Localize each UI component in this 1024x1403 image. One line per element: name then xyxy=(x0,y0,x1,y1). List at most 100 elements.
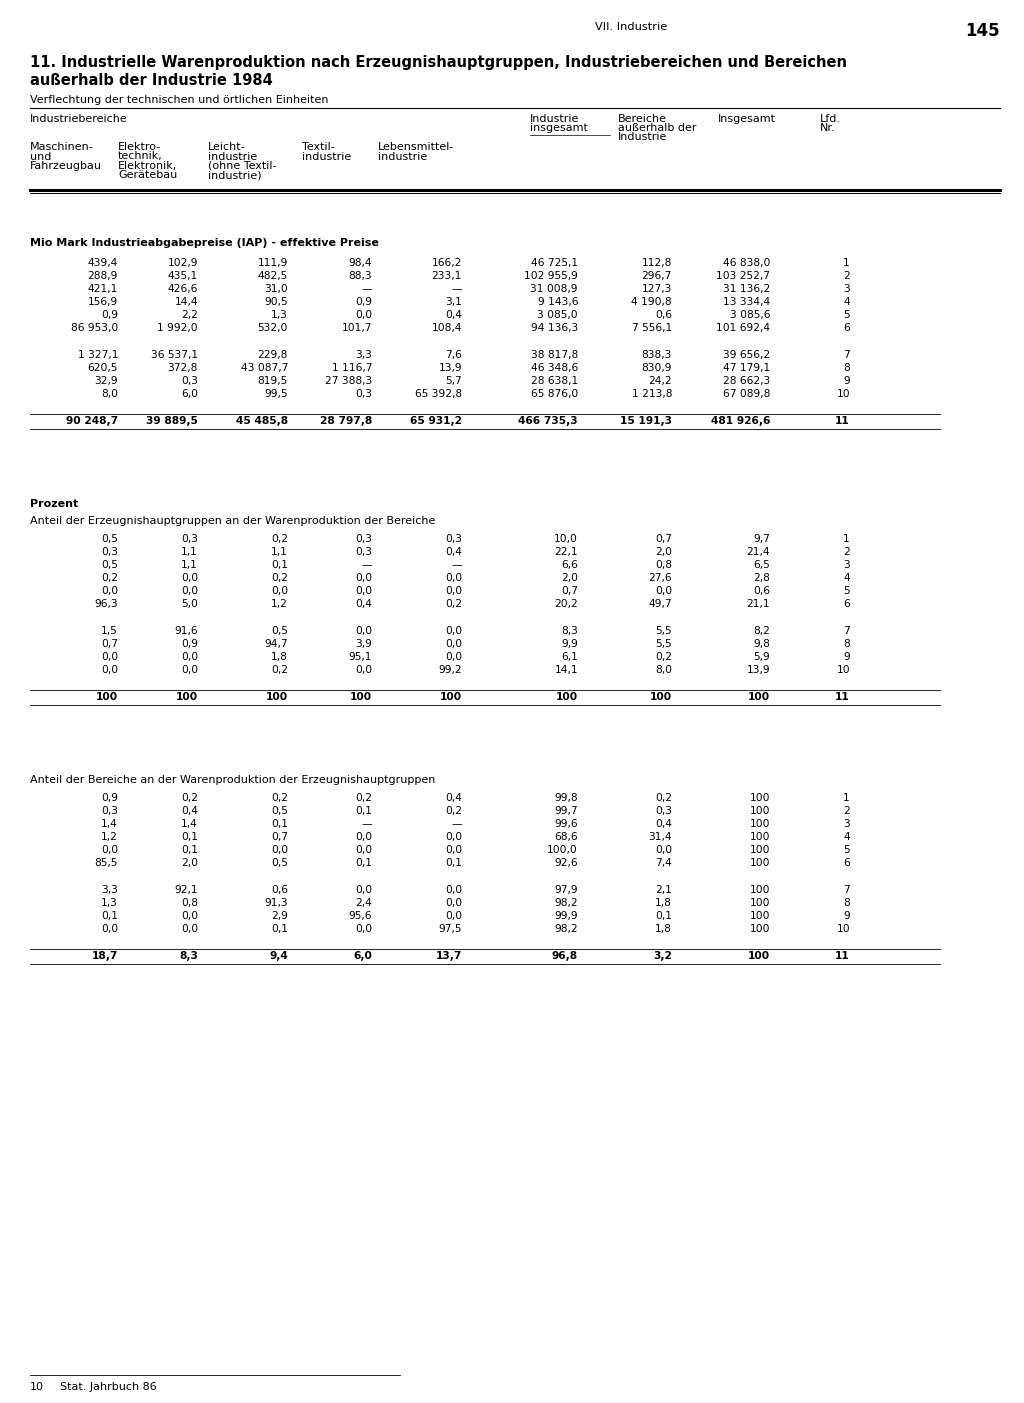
Text: 0,3: 0,3 xyxy=(101,805,118,817)
Text: 6,5: 6,5 xyxy=(754,560,770,570)
Text: Verflechtung der technischen und örtlichen Einheiten: Verflechtung der technischen und örtlich… xyxy=(30,95,329,105)
Text: 94 136,3: 94 136,3 xyxy=(530,323,578,333)
Text: 112,8: 112,8 xyxy=(642,258,672,268)
Text: Nr.: Nr. xyxy=(820,123,836,133)
Text: 24,2: 24,2 xyxy=(648,376,672,386)
Text: 9: 9 xyxy=(843,652,850,662)
Text: 2,1: 2,1 xyxy=(655,885,672,895)
Text: 288,9: 288,9 xyxy=(88,271,118,281)
Text: 13,9: 13,9 xyxy=(746,665,770,675)
Text: 15 191,3: 15 191,3 xyxy=(620,417,672,427)
Text: 0,7: 0,7 xyxy=(101,638,118,650)
Text: 3: 3 xyxy=(843,283,850,295)
Text: 2: 2 xyxy=(843,805,850,817)
Text: industrie: industrie xyxy=(302,152,351,161)
Text: 8,3: 8,3 xyxy=(561,626,578,636)
Text: 0,2: 0,2 xyxy=(271,665,288,675)
Text: 13 334,4: 13 334,4 xyxy=(723,297,770,307)
Text: 2,9: 2,9 xyxy=(271,911,288,920)
Text: 5,5: 5,5 xyxy=(655,626,672,636)
Text: 99,2: 99,2 xyxy=(438,665,462,675)
Text: 31,4: 31,4 xyxy=(648,832,672,842)
Text: außerhalb der Industrie 1984: außerhalb der Industrie 1984 xyxy=(30,73,272,88)
Text: 39 656,2: 39 656,2 xyxy=(723,349,770,361)
Text: 2,0: 2,0 xyxy=(655,547,672,557)
Text: 0,0: 0,0 xyxy=(355,626,372,636)
Text: 1: 1 xyxy=(843,535,850,544)
Text: 4 190,8: 4 190,8 xyxy=(632,297,672,307)
Text: 0,9: 0,9 xyxy=(181,638,198,650)
Text: 0,1: 0,1 xyxy=(445,859,462,868)
Text: 0,4: 0,4 xyxy=(445,793,462,803)
Text: 0,0: 0,0 xyxy=(444,911,462,920)
Text: 100: 100 xyxy=(96,692,118,702)
Text: 9,9: 9,9 xyxy=(561,638,578,650)
Text: 819,5: 819,5 xyxy=(258,376,288,386)
Text: 0,1: 0,1 xyxy=(355,805,372,817)
Text: 439,4: 439,4 xyxy=(88,258,118,268)
Text: 99,6: 99,6 xyxy=(554,819,578,829)
Text: 67 089,8: 67 089,8 xyxy=(723,389,770,398)
Text: 466 735,3: 466 735,3 xyxy=(518,417,578,427)
Text: 100: 100 xyxy=(750,845,770,854)
Text: 100: 100 xyxy=(750,805,770,817)
Text: 97,5: 97,5 xyxy=(438,925,462,934)
Text: —: — xyxy=(452,560,462,570)
Text: 481 926,6: 481 926,6 xyxy=(711,417,770,427)
Text: 5,9: 5,9 xyxy=(754,652,770,662)
Text: 0,8: 0,8 xyxy=(181,898,198,908)
Text: 127,3: 127,3 xyxy=(642,283,672,295)
Text: 0,7: 0,7 xyxy=(271,832,288,842)
Text: 0,1: 0,1 xyxy=(271,819,288,829)
Text: 7 556,1: 7 556,1 xyxy=(632,323,672,333)
Text: 31,0: 31,0 xyxy=(264,283,288,295)
Text: 0,4: 0,4 xyxy=(445,547,462,557)
Text: 100: 100 xyxy=(750,885,770,895)
Text: Insgesamt: Insgesamt xyxy=(718,114,776,123)
Text: 0,0: 0,0 xyxy=(655,845,672,854)
Text: 3 085,0: 3 085,0 xyxy=(538,310,578,320)
Text: 6,1: 6,1 xyxy=(561,652,578,662)
Text: 0,0: 0,0 xyxy=(355,832,372,842)
Text: 0,0: 0,0 xyxy=(181,925,198,934)
Text: 100: 100 xyxy=(440,692,462,702)
Text: 28 797,8: 28 797,8 xyxy=(319,417,372,427)
Text: 0,7: 0,7 xyxy=(655,535,672,544)
Text: 0,0: 0,0 xyxy=(101,665,118,675)
Text: 0,0: 0,0 xyxy=(444,638,462,650)
Text: Lfd.: Lfd. xyxy=(820,114,841,123)
Text: 0,9: 0,9 xyxy=(101,310,118,320)
Text: 100: 100 xyxy=(556,692,578,702)
Text: 1 327,1: 1 327,1 xyxy=(78,349,118,361)
Text: 0,8: 0,8 xyxy=(655,560,672,570)
Text: 98,2: 98,2 xyxy=(554,898,578,908)
Text: 8,0: 8,0 xyxy=(655,665,672,675)
Text: —: — xyxy=(452,283,462,295)
Text: 0,0: 0,0 xyxy=(444,885,462,895)
Text: 0,0: 0,0 xyxy=(355,885,372,895)
Text: 111,9: 111,9 xyxy=(258,258,288,268)
Text: 27 388,3: 27 388,3 xyxy=(325,376,372,386)
Text: 100,0: 100,0 xyxy=(547,845,578,854)
Text: 11: 11 xyxy=(836,417,850,427)
Text: und: und xyxy=(30,152,51,161)
Text: 95,1: 95,1 xyxy=(348,652,372,662)
Text: 0,0: 0,0 xyxy=(355,665,372,675)
Text: 0,1: 0,1 xyxy=(655,911,672,920)
Text: 0,0: 0,0 xyxy=(181,665,198,675)
Text: 435,1: 435,1 xyxy=(168,271,198,281)
Text: 1 116,7: 1 116,7 xyxy=(332,363,372,373)
Text: 0,2: 0,2 xyxy=(181,793,198,803)
Text: 4: 4 xyxy=(843,832,850,842)
Text: 65 392,8: 65 392,8 xyxy=(415,389,462,398)
Text: 0,0: 0,0 xyxy=(355,925,372,934)
Text: —: — xyxy=(452,819,462,829)
Text: 100: 100 xyxy=(750,925,770,934)
Text: Lebensmittel-: Lebensmittel- xyxy=(378,142,455,152)
Text: 0,3: 0,3 xyxy=(181,376,198,386)
Text: 0,2: 0,2 xyxy=(355,793,372,803)
Text: 0,1: 0,1 xyxy=(101,911,118,920)
Text: 2,0: 2,0 xyxy=(561,572,578,584)
Text: 108,4: 108,4 xyxy=(431,323,462,333)
Text: 0,0: 0,0 xyxy=(444,898,462,908)
